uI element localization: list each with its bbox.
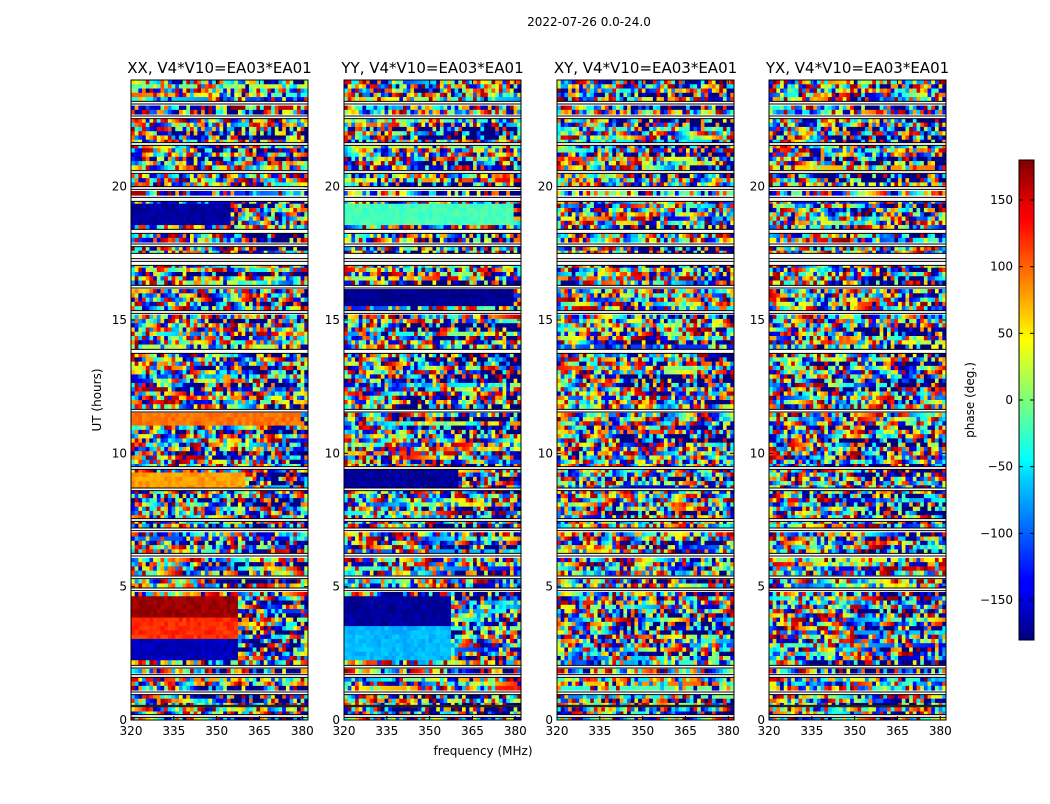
panel-image <box>557 80 734 720</box>
x-tick-label: 365 <box>674 724 697 738</box>
colorbar-tick-label: −100 <box>980 526 1013 540</box>
y-tick-label: 5 <box>757 580 765 594</box>
x-axis-label: frequency (MHz) <box>433 744 532 758</box>
y-tick-label: 20 <box>325 180 340 194</box>
x-tick-label: 350 <box>205 724 228 738</box>
x-tick-label: 335 <box>375 724 398 738</box>
x-tick-label: 365 <box>461 724 484 738</box>
x-tick-label: 335 <box>800 724 823 738</box>
y-tick-label: 15 <box>538 313 553 327</box>
x-tick-label: 350 <box>631 724 654 738</box>
y-tick-label: 15 <box>325 313 340 327</box>
x-tick-label: 350 <box>418 724 441 738</box>
panel-title: YX, V4*V10=EA03*EA01 <box>765 59 949 77</box>
panel-image <box>131 80 308 720</box>
x-tick-label: 380 <box>717 724 740 738</box>
figure-title: 2022-07-26 0.0-24.0 <box>527 15 651 29</box>
y-tick-label: 10 <box>750 446 765 460</box>
y-axis-label: UT (hours) <box>90 368 104 431</box>
x-tick-label: 380 <box>291 724 314 738</box>
y-tick-label: 0 <box>757 713 765 727</box>
y-tick-label: 20 <box>538 180 553 194</box>
x-tick-label: 380 <box>504 724 527 738</box>
colorbar-tick-label: 150 <box>990 193 1013 207</box>
y-tick-label: 0 <box>119 713 127 727</box>
x-tick-label: 380 <box>929 724 952 738</box>
panel-image <box>344 80 521 720</box>
panel-title: XX, V4*V10=EA03*EA01 <box>127 59 311 77</box>
y-tick-label: 20 <box>750 180 765 194</box>
x-tick-label: 335 <box>588 724 611 738</box>
y-tick-label: 5 <box>119 580 127 594</box>
colorbar-label: phase (deg.) <box>963 362 977 438</box>
y-tick-label: 5 <box>545 580 553 594</box>
x-tick-label: 365 <box>248 724 271 738</box>
x-tick-label: 335 <box>162 724 185 738</box>
y-tick-label: 15 <box>112 313 127 327</box>
x-tick-label: 365 <box>886 724 909 738</box>
y-tick-label: 5 <box>332 580 340 594</box>
y-tick-label: 0 <box>332 713 340 727</box>
colorbar-tick-label: −50 <box>988 460 1013 474</box>
y-tick-label: 15 <box>750 313 765 327</box>
y-tick-label: 10 <box>325 446 340 460</box>
y-tick-label: 10 <box>112 446 127 460</box>
colorbar-tick-label: −150 <box>980 593 1013 607</box>
colorbar: 150 100 50 0 −50 −100 −150 phase (deg.) <box>963 160 1034 640</box>
colorbar-tick-label: 0 <box>1005 393 1013 407</box>
colorbar-tick-label: 50 <box>998 326 1013 340</box>
panel-image <box>769 80 946 720</box>
y-tick-label: 10 <box>538 446 553 460</box>
y-tick-label: 20 <box>112 180 127 194</box>
x-tick-label: 350 <box>843 724 866 738</box>
panel-title: YY, V4*V10=EA03*EA01 <box>340 59 523 77</box>
y-tick-label: 0 <box>545 713 553 727</box>
colorbar-tick-label: 100 <box>990 260 1013 274</box>
panel-title: XY, V4*V10=EA03*EA01 <box>554 59 737 77</box>
